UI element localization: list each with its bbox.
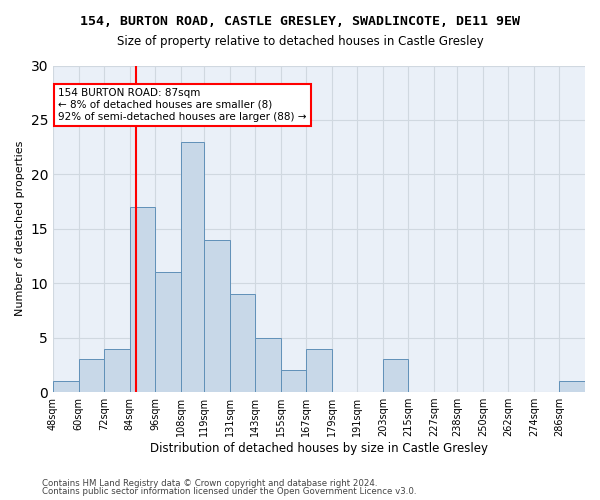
Bar bbox=[255, 338, 281, 392]
Bar bbox=[306, 348, 332, 392]
Text: Size of property relative to detached houses in Castle Gresley: Size of property relative to detached ho… bbox=[116, 35, 484, 48]
Bar bbox=[181, 142, 204, 392]
Bar bbox=[53, 381, 79, 392]
Text: Contains public sector information licensed under the Open Government Licence v3: Contains public sector information licen… bbox=[42, 487, 416, 496]
Y-axis label: Number of detached properties: Number of detached properties bbox=[15, 141, 25, 316]
Bar bbox=[559, 381, 585, 392]
X-axis label: Distribution of detached houses by size in Castle Gresley: Distribution of detached houses by size … bbox=[150, 442, 488, 455]
Bar bbox=[130, 207, 155, 392]
Bar bbox=[281, 370, 306, 392]
Text: Contains HM Land Registry data © Crown copyright and database right 2024.: Contains HM Land Registry data © Crown c… bbox=[42, 478, 377, 488]
Bar bbox=[204, 240, 230, 392]
Bar bbox=[104, 348, 130, 392]
Bar bbox=[230, 294, 255, 392]
Bar bbox=[155, 272, 181, 392]
Text: 154, BURTON ROAD, CASTLE GRESLEY, SWADLINCOTE, DE11 9EW: 154, BURTON ROAD, CASTLE GRESLEY, SWADLI… bbox=[80, 15, 520, 28]
Bar bbox=[383, 360, 409, 392]
Bar bbox=[79, 360, 104, 392]
Text: 154 BURTON ROAD: 87sqm
← 8% of detached houses are smaller (8)
92% of semi-detac: 154 BURTON ROAD: 87sqm ← 8% of detached … bbox=[58, 88, 307, 122]
